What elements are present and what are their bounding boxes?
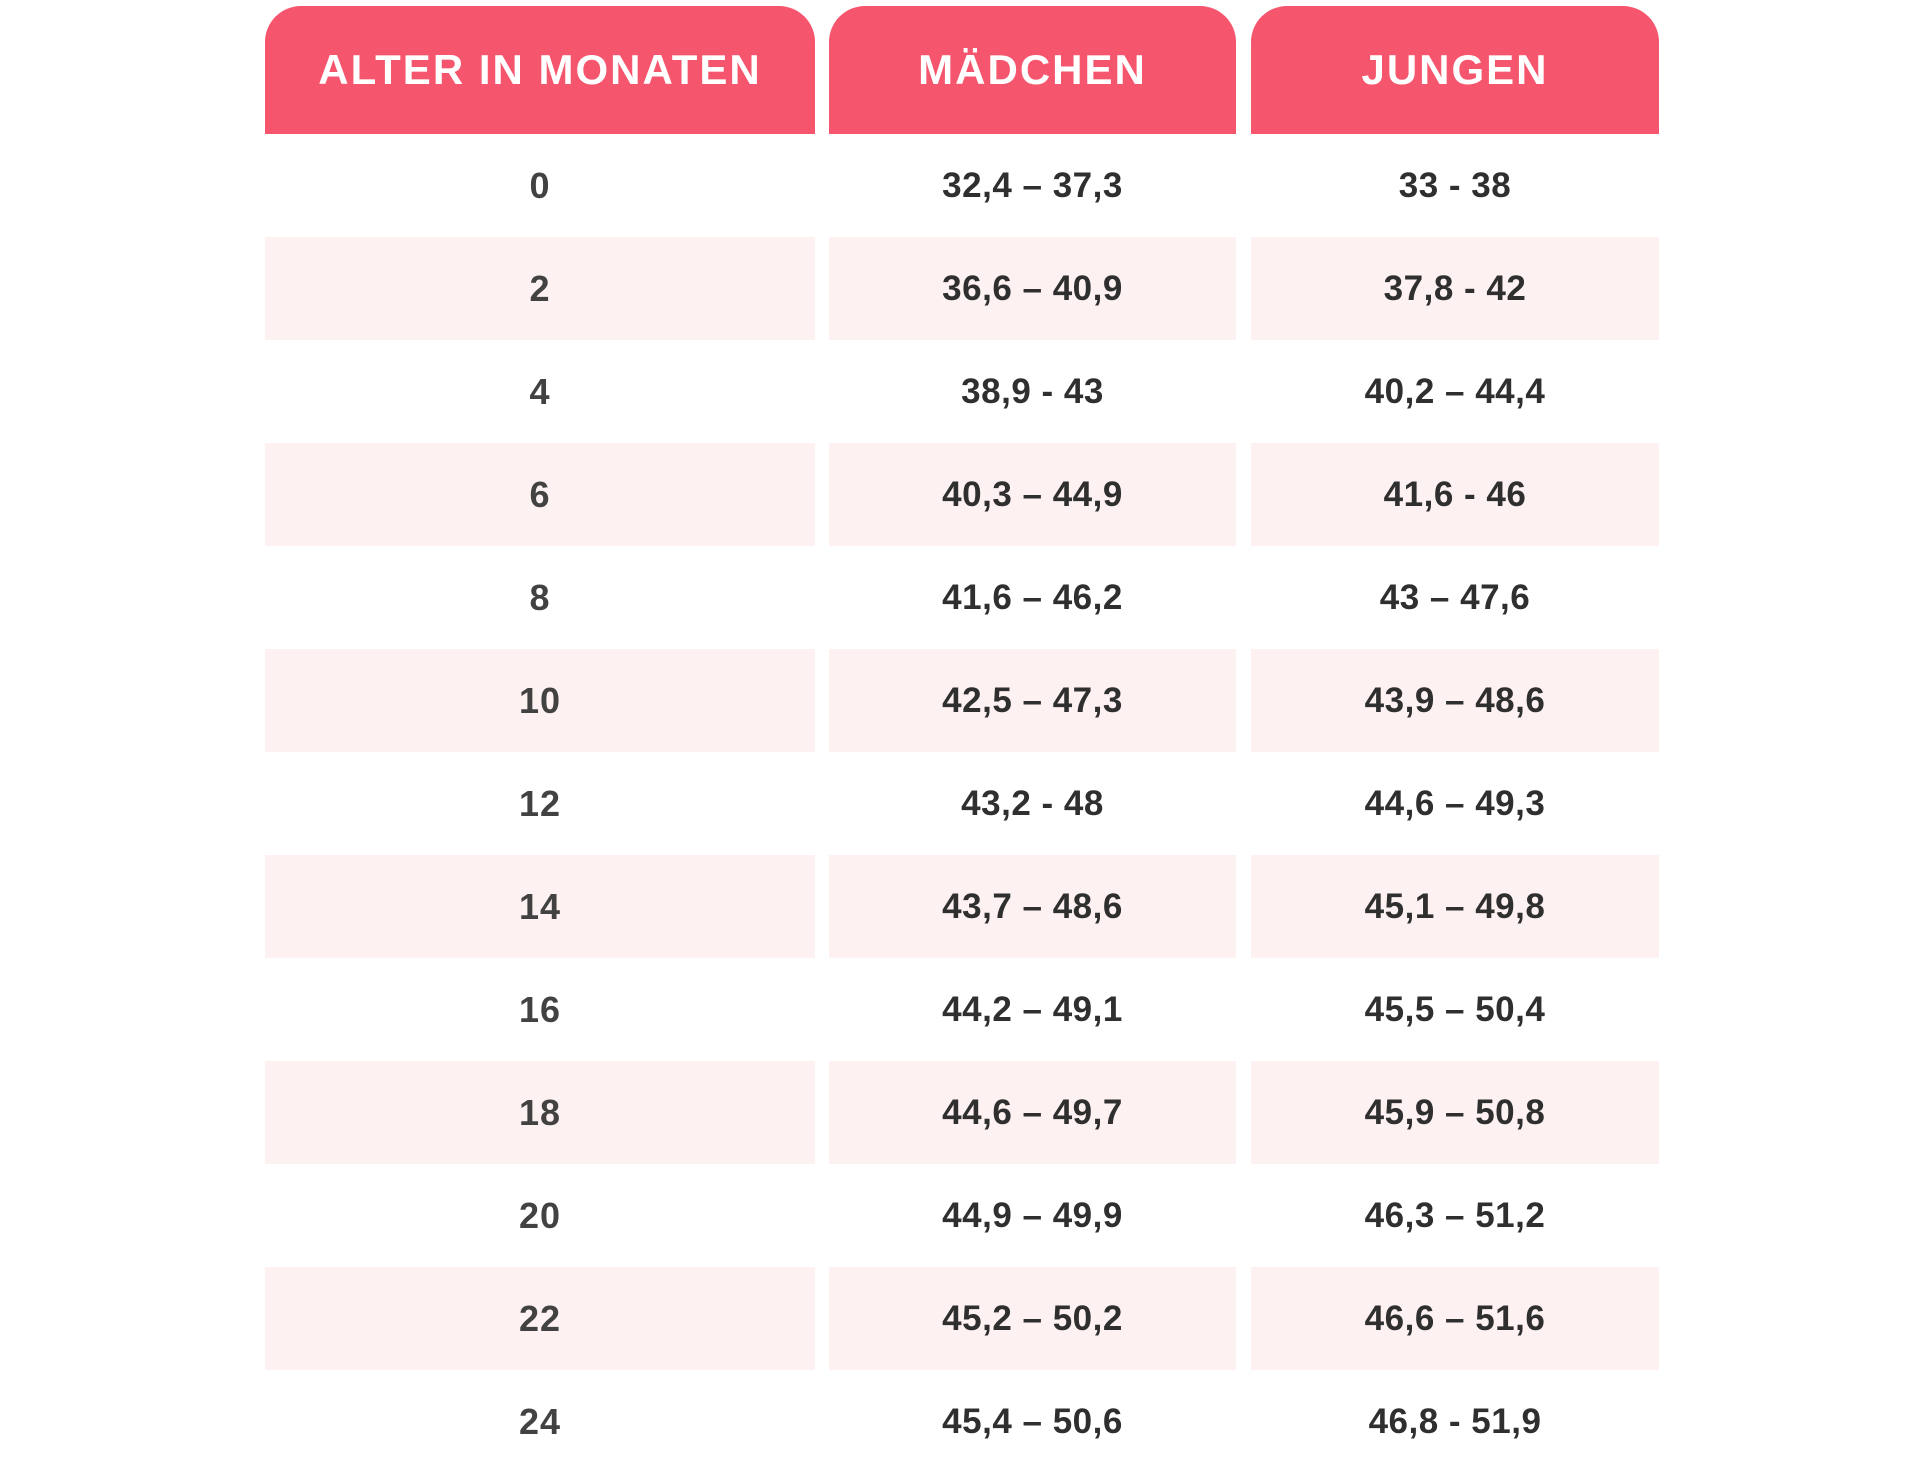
cell-jungen-18: 45,9 – 50,8 bbox=[1251, 1061, 1659, 1164]
cell-jungen-8: 43 – 47,6 bbox=[1379, 577, 1531, 617]
cell-maedchen-12: 43,2 - 48 bbox=[961, 783, 1104, 823]
cell-maedchen-8: 41,6 – 46,2 bbox=[942, 577, 1123, 617]
cell-maedchen-20: 44,9 – 49,9 bbox=[942, 1195, 1123, 1235]
header-jungen: JUNGEN bbox=[1251, 6, 1659, 134]
cell-age-8: 8 bbox=[529, 576, 551, 618]
cell-jungen-16: 45,5 – 50,4 bbox=[1364, 989, 1546, 1029]
cell-maedchen-2: 36,6 – 40,9 bbox=[829, 237, 1236, 340]
cell-jungen-0: 33 - 38 bbox=[1398, 165, 1512, 205]
cell-jungen-14: 45,1 – 49,8 bbox=[1251, 855, 1659, 958]
column-age: ALTER IN MONATEN 0 2 4 6 8 10 12 14 16 18 20 22 24 bbox=[265, 6, 815, 1473]
cell-age-10: 10 bbox=[265, 649, 815, 752]
cell-maedchen-6: 40,3 – 44,9 bbox=[829, 443, 1236, 546]
cell-age-12: 12 bbox=[518, 782, 562, 824]
column-age-cells: 0 2 4 6 8 10 12 14 16 18 20 22 24 bbox=[265, 134, 815, 1473]
cell-age-6: 6 bbox=[265, 443, 815, 546]
cell-jungen-22: 46,6 – 51,6 bbox=[1251, 1267, 1659, 1370]
cell-age-14: 14 bbox=[265, 855, 815, 958]
cell-age-24: 24 bbox=[518, 1400, 562, 1442]
column-boys-cells: 33 - 38 37,8 - 42 40,2 – 44,4 41,6 - 46 43 –… bbox=[1251, 134, 1659, 1473]
header-alter-in-monaten: ALTER IN MONATEN bbox=[265, 6, 815, 134]
cell-age-20: 20 bbox=[518, 1194, 562, 1236]
cell-age-2: 2 bbox=[265, 237, 815, 340]
cell-maedchen-24: 45,4 – 50,6 bbox=[942, 1401, 1123, 1441]
column-girls-cells: 32,4 – 37,3 36,6 – 40,9 38,9 - 43 40,3 – 44… bbox=[829, 134, 1236, 1473]
column-maedchen: MÄDCHEN 32,4 – 37,3 36,6 – 40,9 38,9 - 43 4… bbox=[829, 6, 1236, 1473]
cell-age-22: 22 bbox=[265, 1267, 815, 1370]
cell-jungen-2: 37,8 - 42 bbox=[1251, 237, 1659, 340]
cell-jungen-10: 43,9 – 48,6 bbox=[1251, 649, 1659, 752]
cell-maedchen-14: 43,7 – 48,6 bbox=[829, 855, 1236, 958]
cell-age-4: 4 bbox=[529, 370, 551, 412]
cell-maedchen-0: 32,4 – 37,3 bbox=[942, 165, 1123, 205]
growth-table: ALTER IN MONATEN 0 2 4 6 8 10 12 14 16 18 20 22 24 M… bbox=[265, 0, 1920, 1473]
cell-maedchen-16: 44,2 – 49,1 bbox=[942, 989, 1123, 1029]
cell-maedchen-10: 42,5 – 47,3 bbox=[829, 649, 1236, 752]
cell-age-16: 16 bbox=[518, 988, 562, 1030]
cell-jungen-24: 46,8 - 51,9 bbox=[1368, 1401, 1542, 1441]
cell-age-0: 0 bbox=[529, 164, 551, 206]
cell-maedchen-4: 38,9 - 43 bbox=[961, 371, 1104, 411]
cell-maedchen-22: 45,2 – 50,2 bbox=[829, 1267, 1236, 1370]
cell-age-18: 18 bbox=[265, 1061, 815, 1164]
cell-jungen-20: 46,3 – 51,2 bbox=[1364, 1195, 1546, 1235]
cell-jungen-6: 41,6 - 46 bbox=[1251, 443, 1659, 546]
cell-jungen-12: 44,6 – 49,3 bbox=[1364, 783, 1546, 823]
column-jungen: JUNGEN 33 - 38 37,8 - 42 40,2 – 44,4 41,6 -… bbox=[1251, 6, 1659, 1473]
cell-maedchen-18: 44,6 – 49,7 bbox=[829, 1061, 1236, 1164]
cell-jungen-4: 40,2 – 44,4 bbox=[1364, 371, 1546, 411]
header-maedchen: MÄDCHEN bbox=[829, 6, 1236, 134]
